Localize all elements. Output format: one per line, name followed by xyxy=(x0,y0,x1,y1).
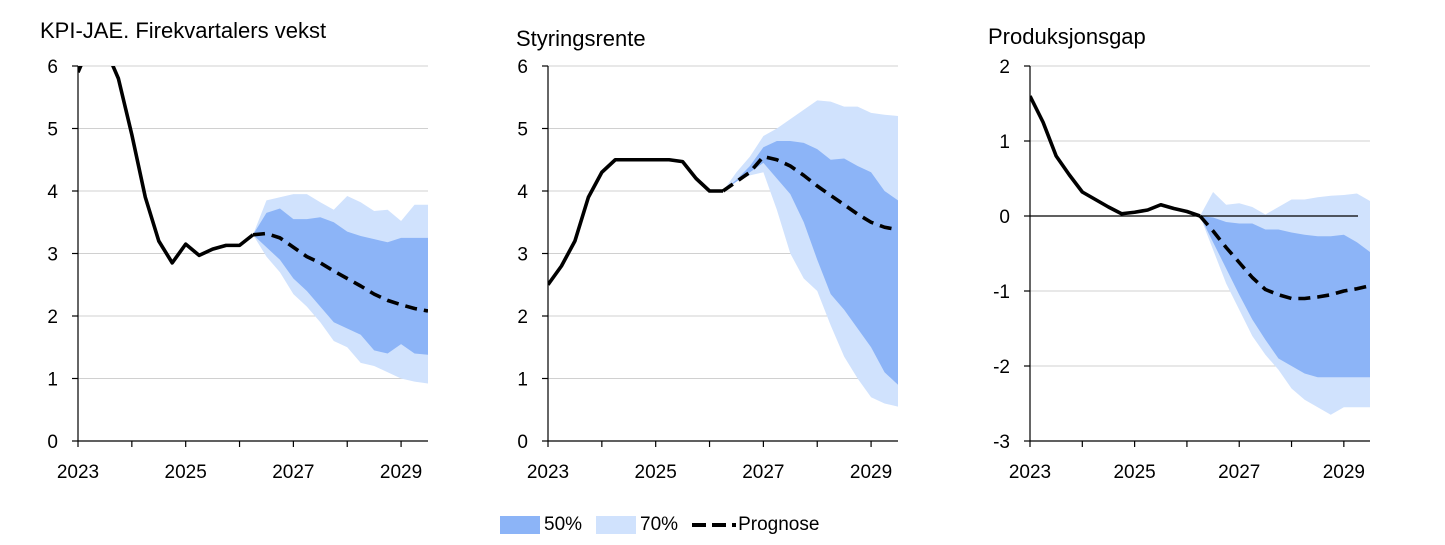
y-tick-label: 1 xyxy=(47,370,58,391)
y-tick-label: 0 xyxy=(47,432,58,453)
y-tick-label: 6 xyxy=(47,57,58,78)
x-tick-label: 2023 xyxy=(57,462,99,483)
x-tick-label: 2029 xyxy=(380,462,422,483)
y-tick-label: 2 xyxy=(517,307,528,328)
legend-label-forecast: Prognose xyxy=(738,514,820,535)
x-tick-label: 2029 xyxy=(1323,462,1365,483)
y-tick-label: 5 xyxy=(517,120,528,141)
chart-title: Styringsrente xyxy=(516,26,646,51)
legend: 50% 70% Prognose xyxy=(500,510,833,540)
y-tick-label: 1 xyxy=(517,370,528,391)
y-tick-label: -1 xyxy=(993,282,1010,303)
history-line xyxy=(78,66,255,265)
x-tick-label: 2027 xyxy=(1218,462,1260,483)
x-tick-label: 2025 xyxy=(1113,462,1155,483)
legend-label-50: 50% xyxy=(544,514,583,535)
band-50 xyxy=(723,141,898,385)
legend-item-70: 70% xyxy=(596,514,678,536)
x-tick-label: 2023 xyxy=(1009,462,1051,483)
legend-swatch-50 xyxy=(500,516,540,534)
forecast-line xyxy=(1198,214,1370,301)
chart-panel-1: 0 1 2 3 4 5 6 2023 2025 2027 2029 KPI-JAE. Firekvar… xyxy=(40,18,428,483)
x-tick-label: 2025 xyxy=(165,462,207,483)
x-tick-label: 2029 xyxy=(850,462,892,483)
legend-swatch-70 xyxy=(596,516,637,534)
forecast-line xyxy=(252,231,428,313)
y-tick-label: 6 xyxy=(517,57,528,78)
y-tick-label: 3 xyxy=(517,245,528,266)
history-line xyxy=(548,157,723,286)
chart-panel-3: -3 -2 -1 0 1 2 2023 2025 2027 2029 Produksjonsgap xyxy=(988,24,1370,483)
legend-dash-forecast xyxy=(692,523,737,527)
y-tick-label: 4 xyxy=(517,182,528,203)
chart-panel-2: 0 1 2 3 4 5 6 2023 2025 2027 2029 Styringsrente xyxy=(516,26,898,483)
y-tick-label: 4 xyxy=(47,182,58,203)
y-tick-label: -2 xyxy=(993,357,1010,378)
history-line xyxy=(1030,95,1201,218)
x-tick-label: 2025 xyxy=(635,462,677,483)
x-tick-label: 2027 xyxy=(742,462,784,483)
y-tick-label: -3 xyxy=(993,432,1010,453)
x-tick-label: 2027 xyxy=(272,462,314,483)
y-tick-label: 0 xyxy=(999,207,1010,228)
forecast-line xyxy=(721,154,898,232)
legend-label-70: 70% xyxy=(640,514,679,535)
chart-title: Produksjonsgap xyxy=(988,24,1146,49)
y-tick-label: 2 xyxy=(999,57,1010,78)
y-tick-label: 2 xyxy=(47,307,58,328)
y-tick-label: 3 xyxy=(47,245,58,266)
chart-title: KPI-JAE. Firekvartalers vekst xyxy=(40,18,326,43)
legend-item-50: 50% xyxy=(500,514,582,536)
legend-item-forecast: Prognose xyxy=(692,514,819,536)
x-tick-label: 2023 xyxy=(527,462,569,483)
y-tick-label: 5 xyxy=(47,120,58,141)
y-tick-label: 0 xyxy=(517,432,528,453)
band-50 xyxy=(253,208,428,355)
y-tick-label: 1 xyxy=(999,132,1010,153)
